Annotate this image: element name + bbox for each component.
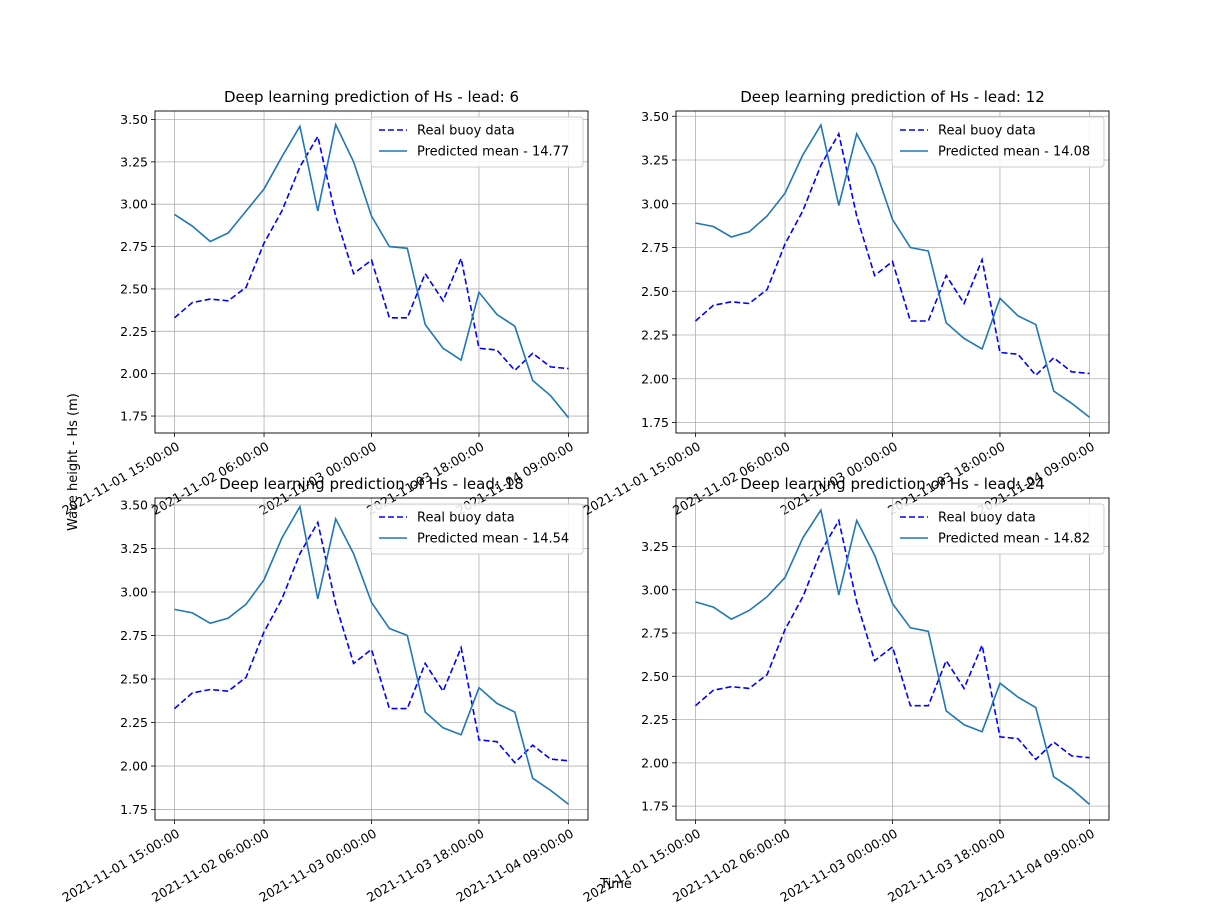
chart-title: Deep learning prediction of Hs - lead: 2… bbox=[740, 475, 1045, 493]
series-line-predicted-mean bbox=[174, 122, 570, 419]
axes-frame bbox=[675, 497, 1110, 821]
legend-box bbox=[370, 116, 584, 168]
series-line-predicted-mean bbox=[174, 504, 569, 805]
y-tick-label: 2.25 bbox=[641, 328, 669, 343]
axes-frame bbox=[154, 110, 589, 434]
legend-box bbox=[370, 503, 584, 555]
y-tick-label: 2.50 bbox=[120, 281, 148, 296]
series-line-real-buoy bbox=[173, 134, 569, 372]
legend-label: Predicted mean - 14.82 bbox=[938, 532, 1090, 547]
series-line-real-buoy bbox=[694, 131, 1090, 377]
series-line-predicted-mean bbox=[695, 508, 1091, 806]
legend: Real buoy data Predicted mean - 14.77 bbox=[370, 116, 584, 168]
axes-frame bbox=[154, 497, 589, 821]
y-tick-label: 2.50 bbox=[641, 669, 669, 684]
legend: Real buoy data Predicted mean - 14.54 bbox=[370, 503, 584, 555]
chart-title: Deep learning prediction of Hs - lead: 1… bbox=[219, 475, 524, 493]
y-tick-label: 3.50 bbox=[120, 112, 148, 127]
y-tick-label: 2.00 bbox=[641, 755, 669, 770]
x-tick-label: 2021-11-03 00:00:00 bbox=[778, 826, 901, 905]
y-tick-label: 2.75 bbox=[120, 628, 148, 643]
legend-label: Predicted mean - 14.77 bbox=[417, 145, 569, 160]
legend-label: Real buoy data bbox=[938, 511, 1036, 526]
legend-label: Real buoy data bbox=[417, 124, 515, 139]
chart-title: Deep learning prediction of Hs - lead: 6 bbox=[224, 88, 519, 106]
y-tick-label: 2.00 bbox=[641, 371, 669, 386]
y-tick-label: 2.25 bbox=[120, 715, 148, 730]
legend-box bbox=[891, 116, 1105, 168]
y-tick-label: 3.00 bbox=[641, 582, 669, 597]
series-line-real-buoy bbox=[173, 520, 569, 764]
y-tick-label: 1.75 bbox=[120, 409, 148, 424]
y-tick-label: 3.00 bbox=[120, 584, 148, 599]
y-tick-label: 3.00 bbox=[120, 197, 148, 212]
y-tick-label: 3.25 bbox=[641, 539, 669, 554]
y-tick-label: 2.50 bbox=[120, 672, 148, 687]
series-line-predicted-mean bbox=[695, 122, 1090, 418]
y-tick-label: 2.75 bbox=[120, 239, 148, 254]
legend-label: Predicted mean - 14.54 bbox=[417, 532, 569, 547]
legend: Real buoy data Predicted mean - 14.08 bbox=[891, 116, 1105, 168]
series-line-real-buoy bbox=[694, 518, 1090, 761]
y-tick-label: 3.00 bbox=[641, 196, 669, 211]
y-tick-label: 2.25 bbox=[120, 324, 148, 339]
y-tick-label: 2.50 bbox=[641, 284, 669, 299]
y-tick-label: 1.75 bbox=[641, 415, 669, 430]
y-tick-label: 1.75 bbox=[641, 799, 669, 814]
y-tick-label: 3.50 bbox=[120, 497, 148, 512]
axes-frame bbox=[675, 110, 1110, 434]
y-tick-label: 2.00 bbox=[120, 759, 148, 774]
y-tick-label: 2.75 bbox=[641, 240, 669, 255]
legend: Real buoy data Predicted mean - 14.82 bbox=[891, 503, 1105, 555]
x-tick-label: 2021-11-03 00:00:00 bbox=[257, 826, 380, 905]
y-tick-label: 2.25 bbox=[641, 712, 669, 727]
figure-ylabel: Wave height - Hs (m) bbox=[66, 393, 81, 531]
y-tick-label: 2.00 bbox=[120, 366, 148, 381]
y-tick-label: 3.25 bbox=[641, 153, 669, 168]
y-tick-label: 3.25 bbox=[120, 541, 148, 556]
y-tick-label: 3.25 bbox=[120, 154, 148, 169]
legend-label: Predicted mean - 14.08 bbox=[938, 145, 1090, 160]
chart-title: Deep learning prediction of Hs - lead: 1… bbox=[740, 88, 1045, 106]
y-tick-label: 1.75 bbox=[120, 802, 148, 817]
legend-label: Real buoy data bbox=[417, 511, 515, 526]
legend-box bbox=[891, 503, 1105, 555]
y-tick-label: 3.50 bbox=[641, 109, 669, 124]
y-tick-label: 2.75 bbox=[641, 626, 669, 641]
figure-xlabel: Time bbox=[599, 877, 632, 892]
legend-label: Real buoy data bbox=[938, 124, 1036, 139]
